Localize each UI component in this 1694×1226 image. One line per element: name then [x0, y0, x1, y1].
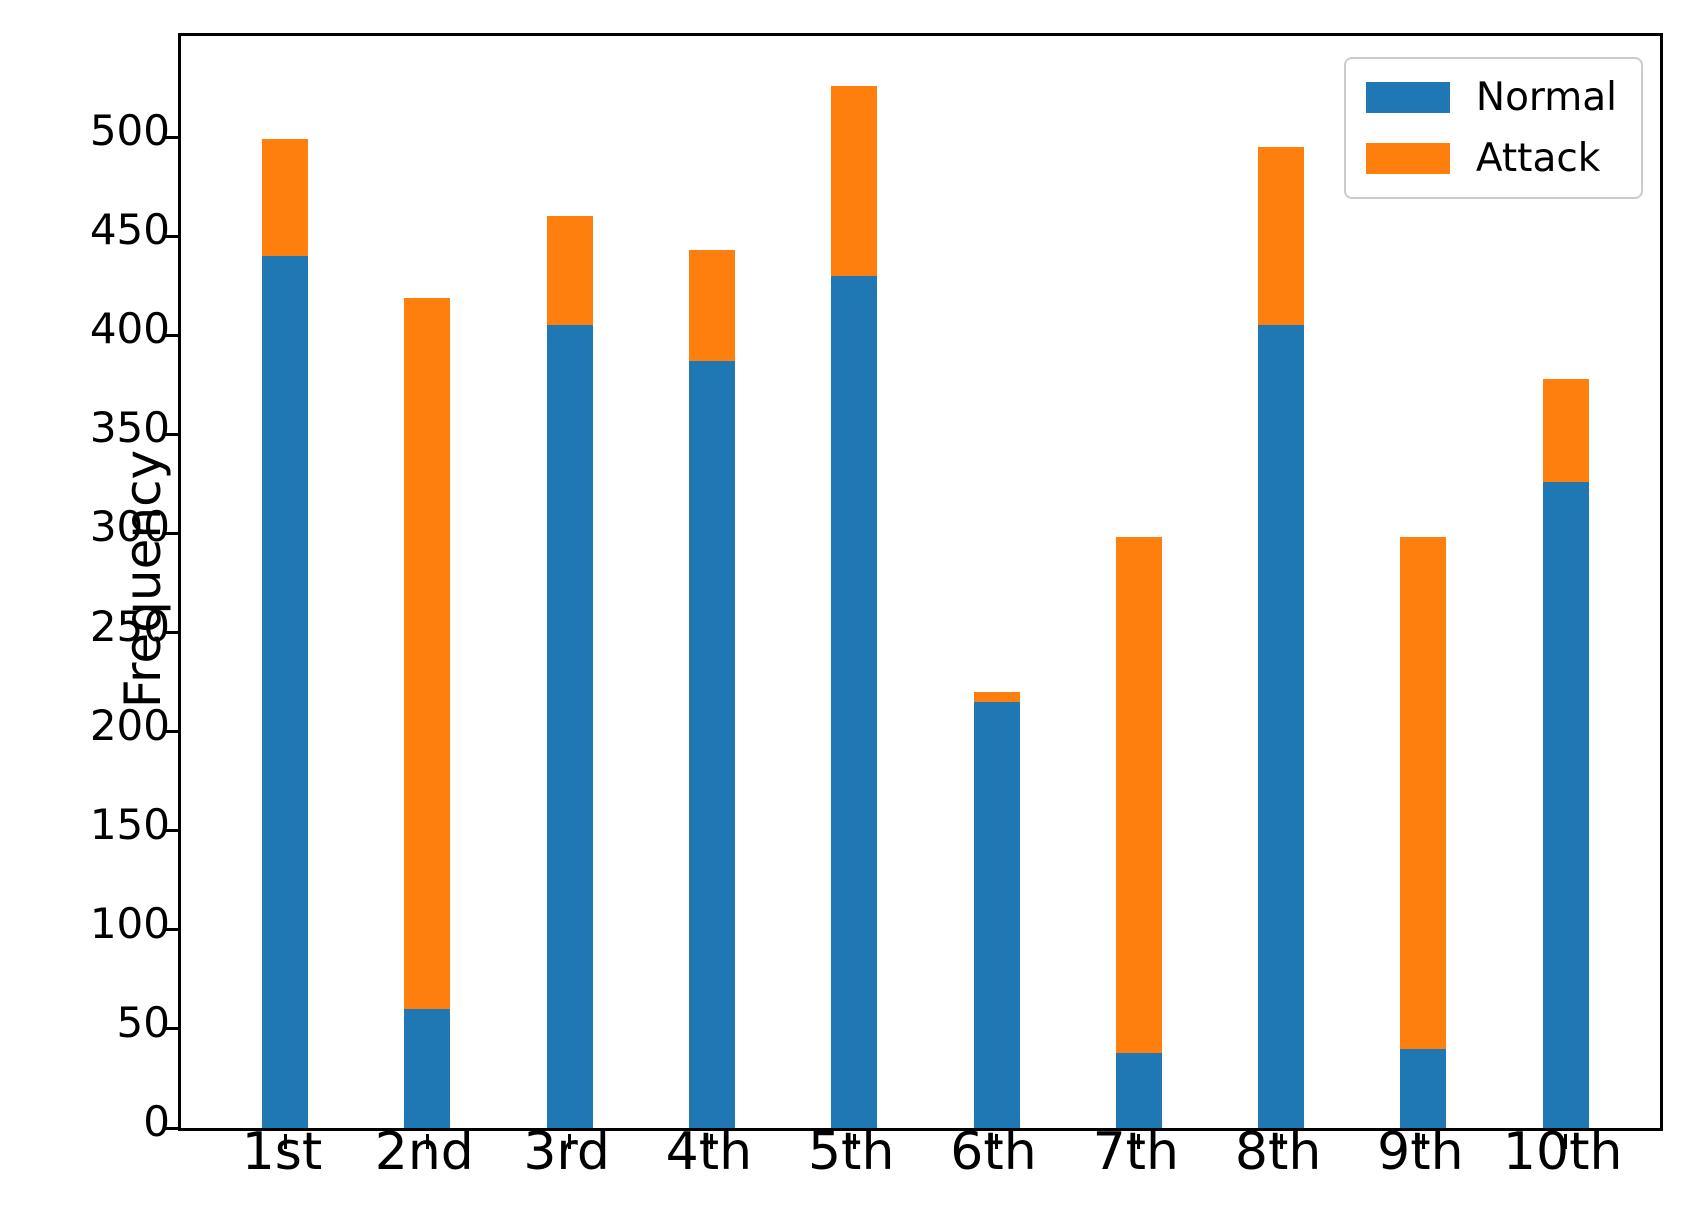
x-tick-label-2nd: 2nd: [374, 1122, 474, 1182]
y-axis-title: Frequency: [114, 449, 173, 709]
bar-8th-attack-segment: [1258, 147, 1305, 326]
y-tick-mark-350: [163, 432, 178, 436]
y-tick-mark-100: [163, 928, 178, 932]
y-tick-label-50: 50: [116, 997, 170, 1047]
bar-5th-attack-segment: [831, 85, 878, 276]
bar-2nd-attack-segment: [404, 297, 451, 1010]
x-tick-mark-4th: [710, 1134, 714, 1149]
y-tick-label-400: 400: [89, 304, 170, 354]
x-tick-label-1st: 1st: [241, 1122, 323, 1182]
bar-6th-normal-segment: [973, 701, 1020, 1128]
bar-9th-attack-segment: [1400, 537, 1447, 1049]
bar-1st-attack-segment: [262, 139, 308, 256]
legend-label-normal: Normal: [1475, 75, 1617, 120]
legend-swatch-normal: [1365, 82, 1450, 113]
x-tick-label-10th: 10th: [1502, 1122, 1623, 1182]
x-tick-mark-3rd: [568, 1134, 572, 1149]
x-tick-label-8th: 8th: [1234, 1122, 1322, 1182]
y-tick-label-350: 350: [89, 403, 170, 453]
x-tick-mark-2nd: [425, 1134, 429, 1149]
bar-5th-normal-segment: [831, 275, 878, 1128]
x-tick-label-4th: 4th: [665, 1122, 753, 1182]
bar-8th-normal-segment: [1258, 325, 1305, 1128]
x-tick-mark-1st: [283, 1134, 287, 1149]
y-tick-mark-0: [163, 1126, 178, 1130]
x-tick-label-7th: 7th: [1092, 1122, 1180, 1182]
y-tick-mark-150: [163, 829, 178, 833]
x-tick-mark-6th: [995, 1134, 998, 1149]
bar-7th-normal-segment: [1115, 1052, 1162, 1128]
y-tick-label-450: 450: [89, 205, 170, 255]
y-tick-mark-200: [163, 730, 178, 734]
x-tick-label-6th: 6th: [950, 1122, 1037, 1182]
x-tick-mark-8th: [1279, 1134, 1283, 1149]
y-tick-label-300: 300: [89, 502, 170, 552]
y-tick-label-0: 0: [143, 1097, 170, 1146]
y-tick-mark-400: [163, 333, 178, 337]
y-tick-label-500: 500: [89, 106, 170, 156]
bar-4th-attack-segment: [688, 250, 735, 362]
x-tick-mark-5th: [852, 1134, 856, 1149]
y-tick-mark-50: [163, 1027, 178, 1031]
x-tick-mark-10th: [1564, 1134, 1568, 1149]
y-tick-label-250: 250: [89, 601, 170, 651]
bar-3rd-attack-segment: [546, 216, 593, 326]
bar-6th-attack-segment: [973, 692, 1020, 702]
legend: Normal Attack: [1343, 57, 1643, 199]
y-tick-label-200: 200: [89, 700, 170, 750]
y-tick-label-150: 150: [89, 799, 170, 849]
legend-label-attack: Attack: [1475, 136, 1601, 181]
bar-1st-normal-segment: [262, 256, 308, 1128]
bar-3rd-normal-segment: [546, 325, 593, 1128]
legend-swatch-attack: [1365, 143, 1450, 174]
y-tick-mark-450: [163, 234, 178, 238]
x-tick-label-3rd: 3rd: [523, 1122, 610, 1182]
x-tick-label-9th: 9th: [1377, 1122, 1464, 1182]
x-tick-mark-9th: [1421, 1134, 1425, 1149]
bar-10th-attack-segment: [1542, 378, 1589, 482]
y-tick-label-100: 100: [89, 898, 170, 948]
y-tick-mark-500: [163, 135, 178, 139]
plot-area: Normal Attack: [163, 33, 1663, 1149]
bar-9th-normal-segment: [1400, 1048, 1447, 1128]
bar-2nd-normal-segment: [404, 1009, 451, 1128]
bar-7th-attack-segment: [1115, 537, 1162, 1053]
y-tick-mark-250: [163, 631, 178, 635]
legend-item-normal: Normal: [1365, 75, 1617, 120]
x-tick-mark-7th: [1137, 1134, 1141, 1149]
legend-item-attack: Attack: [1365, 136, 1617, 181]
y-tick-mark-300: [163, 531, 178, 535]
bar-10th-normal-segment: [1542, 481, 1589, 1128]
bar-4th-normal-segment: [688, 361, 735, 1128]
x-tick-label-5th: 5th: [807, 1122, 895, 1182]
